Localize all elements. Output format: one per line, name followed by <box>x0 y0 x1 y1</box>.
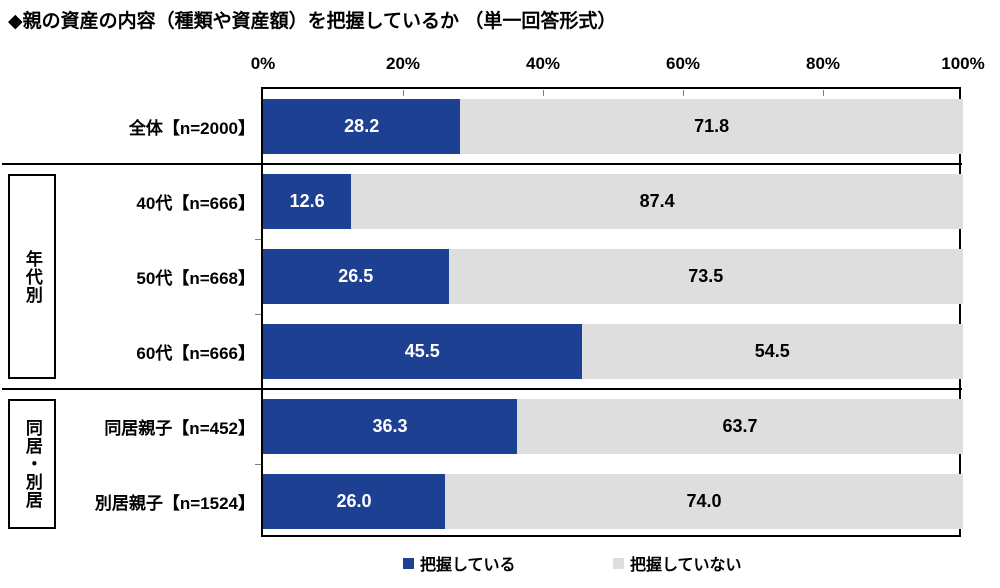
legend-label-not-grasp: 把握していない <box>630 557 742 574</box>
x-axis-tick-label: 20% <box>385 54 421 73</box>
legend-label-grasp: 把握している <box>420 557 516 574</box>
group-box: 年代別 <box>8 174 56 379</box>
bar-segment-not-grasp: 87.4 <box>351 174 963 229</box>
bar-segment-grasp: 12.6 <box>263 174 352 229</box>
x-axis-tick-mark <box>683 90 684 96</box>
y-axis-tick-mark <box>255 463 261 465</box>
bar-segment-grasp: 26.5 <box>263 249 449 304</box>
x-axis-tick-label: 100% <box>941 54 985 73</box>
bar-segment-grasp: 26.0 <box>263 474 445 529</box>
bar-segment-not-grasp: 73.5 <box>448 249 963 304</box>
x-axis-tick-label: 80% <box>805 54 841 73</box>
category-label: 同居親子【n=452】 <box>104 419 255 438</box>
y-axis-tick-mark <box>255 238 261 240</box>
bar-row: 28.2 71.8 <box>263 99 963 154</box>
category-label: 40代【n=666】 <box>136 194 255 213</box>
bar-segment-grasp: 36.3 <box>263 399 518 454</box>
group-box: 同居・別居 <box>8 399 56 529</box>
category-label: 別居親子【n=1524】 <box>94 494 255 513</box>
category-label: 50代【n=668】 <box>136 269 255 288</box>
legend-item-grasp: 把握している <box>403 551 516 575</box>
bar-segment-grasp: 28.2 <box>263 99 461 154</box>
x-axis-tick-label: 0% <box>250 54 276 73</box>
bar-segment-not-grasp: 54.5 <box>581 324 963 379</box>
group-box-label: 年代別 <box>22 249 42 304</box>
legend-swatch-grasp <box>403 557 414 569</box>
y-axis-tick-mark <box>255 313 261 315</box>
legend-item-not-grasp: 把握していない <box>613 551 742 575</box>
bar-row: 12.6 87.4 <box>263 174 963 229</box>
x-axis-tick-mark <box>403 90 404 96</box>
bar-segment-not-grasp: 63.7 <box>517 399 963 454</box>
category-label: 全体【n=2000】 <box>128 119 255 138</box>
category-label: 60代【n=666】 <box>136 344 255 363</box>
legend-swatch-not-grasp <box>613 557 624 569</box>
x-axis-tick-mark <box>823 90 824 96</box>
bar-segment-grasp: 45.5 <box>263 324 582 379</box>
group-separator-line <box>2 388 962 390</box>
x-axis-tick-label: 40% <box>525 54 561 73</box>
x-axis-tick-label: 60% <box>665 54 701 73</box>
bar-segment-not-grasp: 71.8 <box>460 99 963 154</box>
bar-row: 26.0 74.0 <box>263 474 963 529</box>
bar-row: 36.3 63.7 <box>263 399 963 454</box>
group-separator-line <box>2 163 962 165</box>
x-axis-tick-mark <box>543 90 544 96</box>
plot-area <box>261 87 961 537</box>
bar-segment-not-grasp: 74.0 <box>445 474 963 529</box>
bar-row: 26.5 73.5 <box>263 249 963 304</box>
chart-title: ◆親の資産の内容（種類や資産額）を把握しているか （単一回答形式） <box>8 11 617 32</box>
group-box-label: 同居・別居 <box>22 419 42 509</box>
bar-row: 45.5 54.5 <box>263 324 963 379</box>
